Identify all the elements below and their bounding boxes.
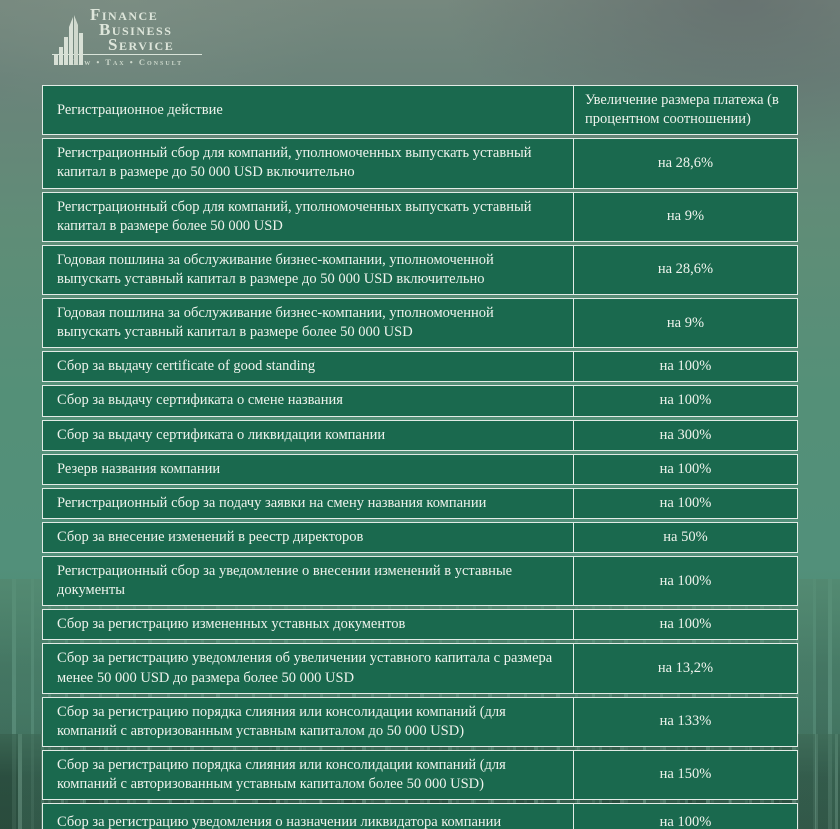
action-cell: Регистрационный сбор для компаний, уполн… (42, 191, 573, 242)
increase-cell: на 100% (573, 487, 798, 519)
action-cell: Регистрационный сбор за уведомление о вн… (42, 556, 573, 607)
header-payment-increase: Увеличение размера платежа (в процентном… (573, 85, 798, 136)
table-row: Регистрационный сбор за подачу заявки на… (42, 487, 798, 519)
table-row: Сбор за регистрацию уведомления о назнач… (42, 803, 798, 829)
increase-cell: на 150% (573, 749, 798, 801)
logo-underline (52, 54, 202, 55)
table-row: Годовая пошлина за обслуживание бизнес-к… (42, 244, 798, 295)
table-row: Годовая пошлина за обслуживание бизнес-к… (42, 298, 798, 349)
increase-cell: на 133% (573, 696, 798, 747)
increase-cell: на 9% (573, 298, 798, 349)
logo-line-finance: Finance (90, 5, 159, 24)
table-row: Сбор за выдачу certificate of good stand… (42, 351, 798, 383)
increase-cell: на 100% (573, 351, 798, 383)
table-row: Регистрационный сбор для компаний, уполн… (42, 138, 798, 189)
logo-finance-business-service: Finance Business Service Law • Tax • Con… (52, 5, 202, 67)
action-cell: Регистрационный сбор за подачу заявки на… (42, 487, 573, 519)
action-cell: Сбор за внесение изменений в реестр дире… (42, 521, 573, 553)
registration-fees-table: Регистрационное действие Увеличение разм… (42, 82, 798, 829)
increase-cell: на 100% (573, 803, 798, 829)
action-cell: Годовая пошлина за обслуживание бизнес-к… (42, 244, 573, 295)
logo-wordmark: Finance Business Service (52, 5, 202, 54)
fees-table-body: Регистрационный сбор для компаний, уполн… (42, 138, 798, 829)
increase-cell: на 300% (573, 419, 798, 451)
action-cell: Сбор за регистрацию измененных уставных … (42, 609, 573, 641)
table-row: Сбор за регистрацию порядка слияния или … (42, 696, 798, 747)
table-row: Регистрационный сбор для компаний, уполн… (42, 191, 798, 242)
table-row: Сбор за регистрацию порядка слияния или … (42, 749, 798, 801)
table-row: Сбор за регистрацию измененных уставных … (42, 609, 798, 641)
table-row: Сбор за выдачу сертификата о смене назва… (42, 385, 798, 417)
action-cell: Сбор за выдачу certificate of good stand… (42, 351, 573, 383)
increase-cell: на 13,2% (573, 643, 798, 694)
table-row: Резерв названия компании на 100% (42, 453, 798, 485)
increase-cell: на 100% (573, 453, 798, 485)
action-cell: Сбор за регистрацию уведомления об увели… (42, 643, 573, 694)
table-row: Сбор за внесение изменений в реестр дире… (42, 521, 798, 553)
increase-cell: на 9% (573, 191, 798, 242)
logo-line-business: Business (99, 20, 173, 39)
increase-cell: на 100% (573, 385, 798, 417)
logo-line-service: Service (108, 35, 175, 54)
action-cell: Сбор за регистрацию порядка слияния или … (42, 749, 573, 801)
action-cell: Сбор за регистрацию уведомления о назнач… (42, 803, 573, 829)
skyline-bars-icon (54, 15, 83, 65)
increase-cell: на 100% (573, 556, 798, 607)
increase-cell: на 50% (573, 521, 798, 553)
action-cell: Сбор за регистрацию порядка слияния или … (42, 696, 573, 747)
table-header-row: Регистрационное действие Увеличение разм… (42, 85, 798, 136)
action-cell: Резерв названия компании (42, 453, 573, 485)
increase-cell: на 28,6% (573, 244, 798, 295)
header-registration-action: Регистрационное действие (42, 85, 573, 136)
action-cell: Годовая пошлина за обслуживание бизнес-к… (42, 298, 573, 349)
action-cell: Сбор за выдачу сертификата о ликвидации … (42, 419, 573, 451)
table-row: Сбор за регистрацию уведомления об увели… (42, 643, 798, 694)
action-cell: Сбор за выдачу сертификата о смене назва… (42, 385, 573, 417)
table-row: Регистрационный сбор за уведомление о вн… (42, 556, 798, 607)
action-cell: Регистрационный сбор для компаний, уполн… (42, 138, 573, 189)
table-row: Сбор за выдачу сертификата о ликвидации … (42, 419, 798, 451)
increase-cell: на 28,6% (573, 138, 798, 189)
increase-cell: на 100% (573, 609, 798, 641)
logo-tagline: Law • Tax • Consult (70, 57, 184, 67)
